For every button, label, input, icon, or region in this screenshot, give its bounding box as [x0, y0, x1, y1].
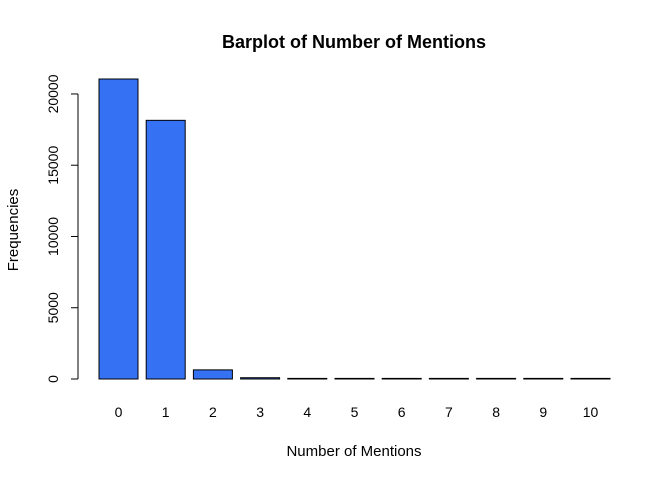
x-tick-label: 5 [351, 404, 359, 420]
x-tick-labels: 0 1 2 3 4 5 6 7 8 9 10 [115, 404, 599, 420]
x-tick-label: 4 [303, 404, 311, 420]
y-tick-label: 20000 [45, 74, 61, 113]
bar-3 [240, 377, 281, 380]
x-tick-label: 0 [115, 404, 123, 420]
x-tick-label: 10 [583, 404, 599, 420]
chart-title: Barplot of Number of Mentions [222, 32, 486, 52]
x-tick-label: 1 [162, 404, 170, 420]
bar-10 [570, 377, 611, 380]
bar-0 [98, 78, 139, 380]
y-tick-label: 10000 [45, 217, 61, 256]
x-tick-label: 7 [445, 404, 453, 420]
bars-group [98, 78, 611, 380]
x-tick-label: 6 [398, 404, 406, 420]
x-tick-label: 2 [209, 404, 217, 420]
y-axis: 0 5000 10000 15000 20000 [45, 74, 79, 383]
y-tick-label: 0 [45, 375, 61, 383]
bar-7 [428, 377, 469, 380]
bar-5 [334, 377, 375, 380]
bar-9 [523, 377, 564, 380]
y-tick-label: 5000 [45, 292, 61, 323]
bar-1 [145, 119, 186, 380]
x-axis-label: Number of Mentions [286, 443, 421, 460]
x-tick-label: 9 [539, 404, 547, 420]
x-tick-label: 3 [256, 404, 264, 420]
x-tick-label: 8 [492, 404, 500, 420]
y-axis-label: Frequencies [5, 189, 22, 272]
bar-8 [476, 377, 517, 380]
bar-4 [287, 377, 328, 380]
bar-2 [192, 369, 233, 380]
y-tick-label: 15000 [45, 146, 61, 185]
bar-6 [381, 377, 422, 380]
